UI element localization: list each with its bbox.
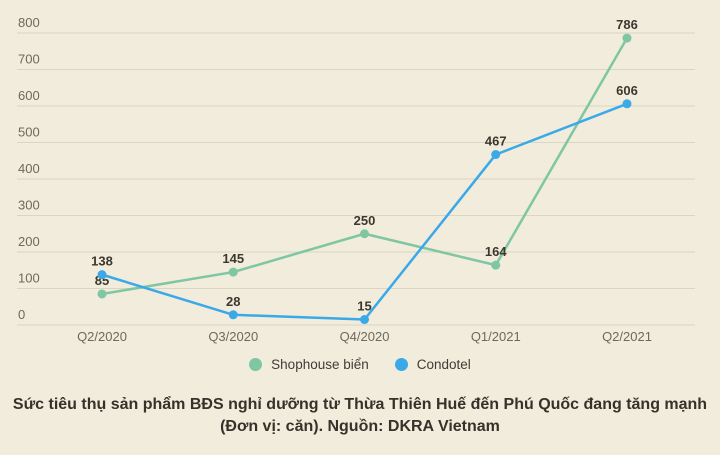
y-axis-label: 100 (18, 271, 40, 286)
x-axis-label: Q2/2021 (602, 329, 652, 344)
data-point (360, 315, 369, 325)
data-point (491, 150, 501, 160)
data-point (360, 229, 369, 239)
chart-caption-line1: Sức tiêu thụ sản phẩm BĐS nghỉ dưỡng từ … (12, 396, 708, 413)
data-point-label: 15 (357, 299, 371, 314)
line-chart: 0 100 200 300 400 500 600 700 800 Q2/2020 Q3/2020 Q… (17, 15, 695, 344)
y-axis-label: 0 (18, 307, 25, 322)
y-axis-label: 700 (18, 52, 40, 67)
x-axis-label: Q3/2020 (208, 329, 258, 344)
legend-item-shophouse: Shophouse biển (249, 357, 369, 372)
x-axis-label: Q4/2020 (340, 329, 390, 344)
data-point (228, 310, 238, 320)
legend-marker-shophouse-icon (249, 357, 263, 371)
data-point (97, 270, 107, 280)
data-point-label: 145 (222, 251, 244, 266)
data-point-label: 786 (616, 17, 638, 32)
legend-item-condotel: Condotel (394, 356, 471, 372)
legend-label-condotel: Condotel (416, 356, 471, 372)
series-line (100, 102, 629, 321)
data-point-label: 164 (485, 244, 507, 259)
data-point-label: 467 (485, 134, 507, 149)
data-point-label: 28 (226, 294, 240, 309)
chart-caption: Sức tiêu thụ sản phẩm BĐS nghỉ dưỡng từ … (0, 394, 720, 438)
data-point-label: 250 (354, 213, 376, 228)
y-axis-label: 600 (18, 88, 40, 103)
x-axis-label: Q2/2020 (77, 329, 127, 344)
series-line (100, 36, 629, 296)
data-point (491, 260, 501, 270)
data-point (228, 267, 238, 277)
legend-label-shophouse: Shophouse biển (271, 356, 369, 372)
y-axis-label: 800 (18, 15, 40, 30)
data-point (97, 289, 107, 299)
chart-legend: Shophouse biển Condotel (0, 354, 720, 374)
y-axis-label: 300 (18, 198, 40, 213)
y-axis-label: 200 (18, 234, 40, 249)
y-axis-label: 400 (18, 161, 40, 176)
legend-marker-condotel-icon (394, 357, 408, 371)
x-axis-label: Q1/2021 (471, 329, 521, 344)
chart-caption-line2: (Đơn vị: căn). Nguồn: DKRA Vietnam (220, 418, 500, 435)
data-point (622, 99, 632, 109)
data-point-label: 606 (616, 83, 638, 98)
data-point (622, 33, 632, 43)
y-axis-label: 500 (18, 125, 40, 140)
data-point-label: 138 (91, 254, 113, 269)
